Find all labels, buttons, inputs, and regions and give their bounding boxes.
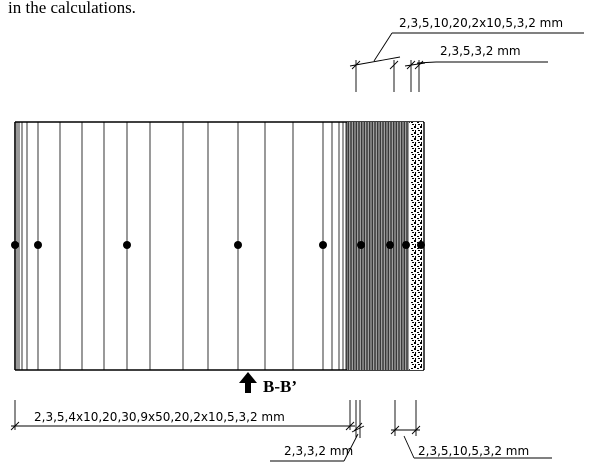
- top-outer-dimension: 2,3,5,10,20,2x10,5,3,2 mm: [399, 16, 563, 30]
- caption-text: in the calculations.: [8, 0, 136, 17]
- bottom-dimension-mid: [270, 400, 365, 462]
- bottom-mid-dimension: 2,3,3,2 mm: [284, 444, 353, 458]
- node-point: [319, 241, 327, 249]
- mesh-lines: [16, 122, 347, 370]
- node-point: [34, 241, 42, 249]
- top-dimension-outer: [349, 32, 584, 92]
- measurement-points: [11, 241, 425, 249]
- bottom-dimension-right: [390, 400, 552, 459]
- section-label: B-B’: [263, 377, 297, 396]
- top-inner-dimension: 2,3,5,3,2 mm: [440, 44, 521, 58]
- bottom-dimension-main: [10, 400, 355, 431]
- node-point: [357, 241, 365, 249]
- node-point: [234, 241, 242, 249]
- bottom-main-dimension: 2,3,5,4x10,20,30,9x50,20,2x10,5,3,2 mm: [34, 410, 285, 424]
- bottom-right-dimension: 2,3,5,10,5,3,2 mm: [418, 444, 529, 458]
- node-point: [123, 241, 131, 249]
- speckled-edge: [410, 122, 423, 370]
- node-point: [417, 241, 425, 249]
- node-point: [386, 241, 394, 249]
- section-arrow-icon: [239, 372, 257, 393]
- top-dimension-inner: [404, 60, 548, 92]
- node-point: [402, 241, 410, 249]
- node-point: [11, 241, 19, 249]
- dense-zone: [346, 122, 409, 370]
